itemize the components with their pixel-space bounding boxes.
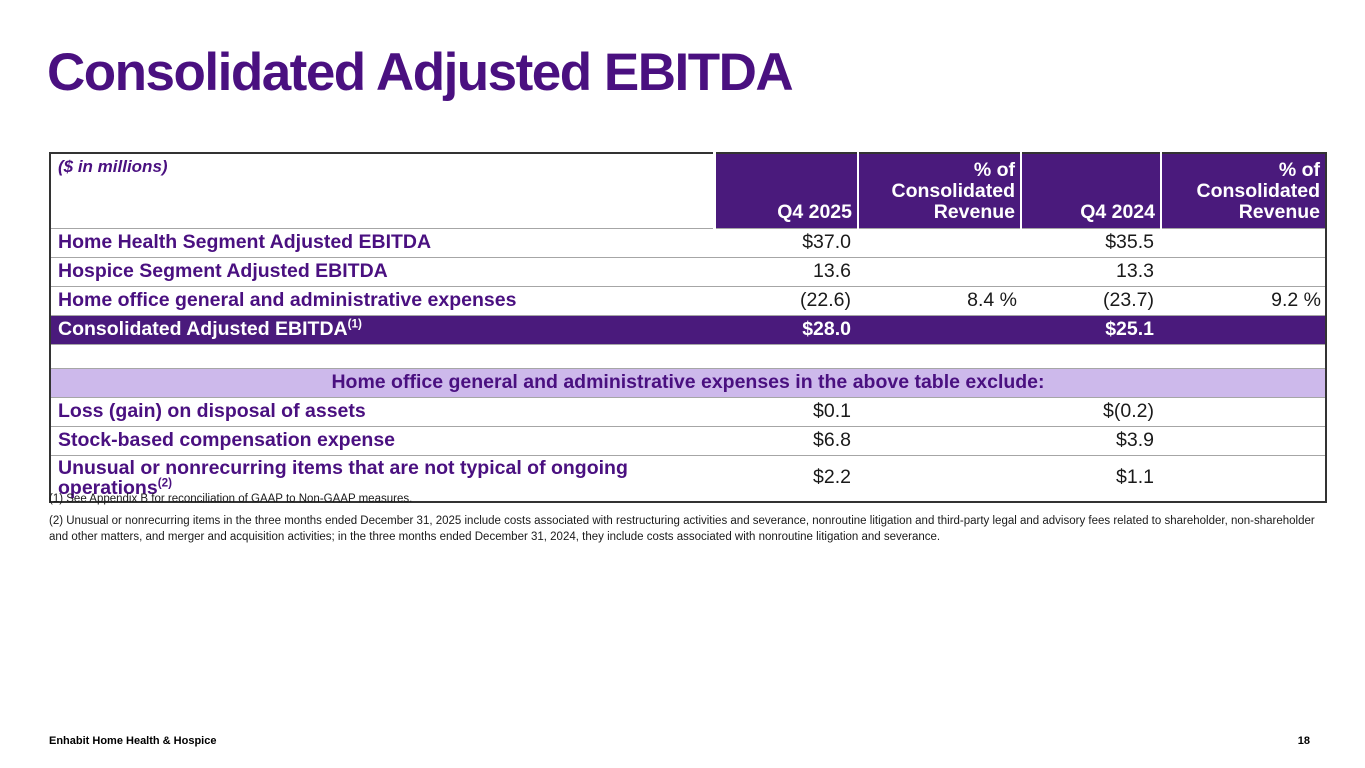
footnote-marker: (1): [347, 317, 362, 331]
cell-q4-2025: 13.6: [714, 256, 858, 286]
cell-q4-2024: 13.3: [1021, 256, 1161, 286]
row-label: Consolidated Adjusted EBITDA(1): [50, 314, 714, 344]
table-row-unusual-items: Unusual or nonrecurring items that are n…: [50, 454, 1326, 503]
cell-q4-2025: (22.6): [714, 285, 858, 315]
cell-q4-2025: $28.0: [714, 314, 858, 344]
table-row-hospice: Hospice Segment Adjusted EBITDA 13.6 13.…: [50, 256, 1326, 286]
cell-q4-2025: $2.2: [714, 454, 858, 503]
row-label-text: Hospice Segment Adjusted EBITDA: [58, 259, 388, 282]
row-label-text: Unusual or nonrecurring items that are n…: [58, 456, 628, 499]
table-row-home-office-ga: Home office general and administrative e…: [50, 285, 1326, 315]
spacer-row: [50, 343, 1326, 368]
cell-pct-2025: [858, 314, 1021, 344]
cell-pct-2024: [1161, 396, 1326, 426]
row-label: Home office general and administrative e…: [50, 285, 714, 315]
col-header-pct-revenue-2024: % of Consolidated Revenue: [1160, 153, 1326, 228]
cell-pct-2025: [858, 396, 1021, 426]
cell-pct-2025: [858, 227, 1021, 257]
cell-pct-2024: [1161, 314, 1326, 344]
footnote-marker: (2): [157, 476, 172, 490]
cell-q4-2024: $3.9: [1021, 425, 1161, 455]
cell-pct-2025: [858, 425, 1021, 455]
exclusions-banner-row: Home office general and administrative e…: [50, 367, 1326, 397]
col-header-q4-2025: Q4 2025: [712, 153, 858, 228]
adjusted-ebitda-table: ($ in millions) Q4 2025 % of Consolidate…: [49, 152, 1327, 504]
spacer-cell: [50, 343, 1326, 368]
exclusions-banner-text: Home office general and administrative e…: [50, 367, 1326, 397]
footer-company-name: Enhabit Home Health & Hospice: [49, 735, 217, 747]
row-label-text: Consolidated Adjusted EBITDA: [58, 317, 348, 340]
row-label-text: Home office general and administrative e…: [58, 288, 517, 311]
cell-q4-2024: (23.7): [1021, 285, 1161, 315]
cell-pct-2025: [858, 256, 1021, 286]
row-label: Unusual or nonrecurring items that are n…: [50, 454, 714, 503]
cell-q4-2025: $0.1: [714, 396, 858, 426]
cell-pct-2024: 9.2 %: [1161, 285, 1326, 315]
row-label: Stock-based compensation expense: [50, 425, 714, 455]
cell-q4-2024: $1.1: [1021, 454, 1161, 503]
cell-pct-2025: 8.4 %: [858, 285, 1021, 315]
unit-note: ($ in millions): [50, 153, 714, 228]
slide-title: Consolidated Adjusted EBITDA: [47, 43, 794, 102]
cell-q4-2024: $25.1: [1021, 314, 1161, 344]
col-header-q4-2024: Q4 2024: [1020, 153, 1161, 228]
row-label: Loss (gain) on disposal of assets: [50, 396, 714, 426]
col-header-pct-revenue-2025: % of Consolidated Revenue: [857, 153, 1021, 228]
row-label-text: Home Health Segment Adjusted EBITDA: [58, 230, 432, 253]
table-row-consolidated-total: Consolidated Adjusted EBITDA(1) $28.0 $2…: [50, 314, 1326, 344]
table-header-row: ($ in millions) Q4 2025 % of Consolidate…: [50, 153, 1326, 228]
footnote-1: (1) See Appendix B for reconciliation of…: [49, 493, 413, 505]
table-row-stock-compensation: Stock-based compensation expense $6.8 $3…: [50, 425, 1326, 455]
row-label: Hospice Segment Adjusted EBITDA: [50, 256, 714, 286]
cell-pct-2024: [1161, 227, 1326, 257]
cell-q4-2024: $35.5: [1021, 227, 1161, 257]
footnote-2: (2) Unusual or nonrecurring items in the…: [49, 515, 1315, 544]
cell-pct-2024: [1161, 454, 1326, 503]
cell-q4-2025: $6.8: [714, 425, 858, 455]
footnotes: (1) See Appendix B for reconciliation of…: [49, 491, 1315, 551]
cell-pct-2025: [858, 454, 1021, 503]
row-label: Home Health Segment Adjusted EBITDA: [50, 227, 714, 257]
cell-pct-2024: [1161, 425, 1326, 455]
cell-pct-2024: [1161, 256, 1326, 286]
row-label-text: Loss (gain) on disposal of assets: [58, 399, 366, 422]
row-label-text: Stock-based compensation expense: [58, 428, 396, 451]
page-number: 18: [1297, 735, 1310, 747]
table-row-home-health: Home Health Segment Adjusted EBITDA $37.…: [50, 227, 1326, 257]
cell-q4-2025: $37.0: [714, 227, 858, 257]
cell-q4-2024: $(0.2): [1021, 396, 1161, 426]
table-row-loss-gain-disposal: Loss (gain) on disposal of assets $0.1 $…: [50, 396, 1326, 426]
